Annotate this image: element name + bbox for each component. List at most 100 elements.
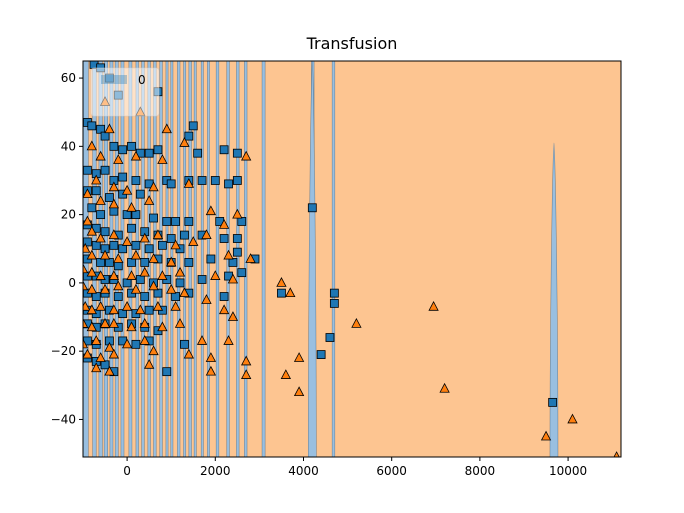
data-point-class-0	[118, 172, 128, 182]
data-point-class-0	[113, 292, 123, 301]
data-point-class-0	[316, 350, 326, 359]
data-point-class-0	[140, 292, 150, 301]
data-point-class-1	[121, 338, 133, 349]
x-tick-label: 4000	[288, 464, 319, 478]
data-point-class-0	[127, 258, 136, 267]
data-point-class-1	[86, 249, 97, 260]
data-point-class-0	[118, 244, 128, 254]
data-point-class-1	[83, 338, 89, 349]
data-point-class-1	[240, 150, 252, 161]
data-point-class-1	[223, 249, 234, 260]
decision-region-class-0-band	[244, 61, 248, 457]
data-point-class-0	[118, 145, 128, 155]
data-point-class-1	[130, 283, 142, 294]
data-point-class-0	[87, 121, 97, 131]
x-tick-label: 10000	[549, 464, 587, 478]
data-point-class-1	[86, 225, 97, 236]
data-point-class-1	[143, 195, 155, 205]
data-point-class-0	[127, 223, 136, 233]
data-point-class-0	[188, 121, 198, 131]
y-tick-label: 0	[68, 276, 76, 290]
data-point-class-1	[428, 300, 439, 311]
data-point-class-0	[113, 261, 123, 271]
data-point-class-1	[86, 283, 97, 294]
data-point-class-1	[205, 352, 217, 362]
data-point-class-0	[157, 240, 167, 250]
data-point-class-0	[329, 298, 339, 308]
data-point-class-1	[99, 249, 111, 260]
data-point-class-1	[613, 451, 620, 457]
data-point-class-0	[149, 213, 158, 223]
data-point-class-1	[113, 154, 124, 164]
data-point-class-1	[126, 201, 137, 212]
data-point-class-1	[108, 348, 120, 359]
data-point-class-0	[166, 179, 176, 189]
data-point-class-1	[104, 123, 115, 134]
data-point-class-0	[153, 145, 163, 155]
data-point-class-0	[175, 278, 185, 288]
data-point-class-1	[179, 137, 190, 147]
data-point-class-0	[180, 339, 189, 349]
data-point-class-0	[277, 288, 286, 298]
decision-region-class-0-spike	[549, 142, 559, 457]
data-point-class-1	[240, 355, 252, 366]
data-point-class-0	[548, 397, 558, 407]
data-point-class-1	[205, 205, 217, 216]
data-point-class-1	[99, 283, 111, 294]
data-point-class-0	[105, 193, 114, 202]
x-tick-label: 6000	[376, 464, 407, 478]
plot-frame	[82, 60, 622, 458]
data-point-class-0	[144, 148, 154, 158]
data-point-class-0	[232, 247, 242, 257]
data-point-class-1	[86, 266, 97, 277]
data-point-class-0	[100, 131, 110, 141]
data-point-class-1	[157, 321, 168, 332]
data-point-class-1	[83, 215, 93, 226]
data-point-class-0	[131, 210, 141, 220]
data-point-class-0	[131, 240, 141, 250]
data-point-class-1	[148, 280, 159, 291]
data-point-class-0	[219, 292, 229, 301]
data-point-class-0	[100, 360, 110, 370]
data-point-class-1	[86, 321, 97, 332]
data-point-class-1	[179, 287, 190, 298]
data-point-class-0	[96, 210, 106, 220]
data-point-class-0	[232, 234, 242, 243]
data-point-class-1	[139, 232, 150, 243]
data-point-class-1	[86, 140, 97, 151]
data-point-class-1	[166, 256, 177, 267]
y-tick-label: 60	[61, 71, 76, 85]
data-point-class-0	[232, 148, 242, 158]
data-point-class-0	[184, 217, 194, 226]
data-point-class-1	[91, 335, 102, 345]
data-point-class-1	[218, 219, 230, 229]
data-point-class-1	[157, 270, 168, 280]
x-tick-label: 2000	[200, 464, 231, 478]
data-point-class-1	[95, 195, 106, 205]
data-point-class-1	[143, 358, 155, 369]
x-tick-label: 0	[123, 464, 131, 478]
data-point-class-0	[144, 305, 154, 315]
data-point-class-0	[184, 131, 194, 141]
data-point-class-1	[108, 181, 120, 192]
y-axis: −40 −20 0 20 40 60	[51, 71, 83, 426]
data-point-class-0	[166, 234, 176, 243]
data-point-class-1	[174, 318, 186, 328]
data-point-class-1	[83, 280, 89, 291]
data-point-class-1	[121, 300, 133, 311]
data-point-class-1	[285, 287, 296, 298]
data-point-class-1	[223, 335, 234, 345]
data-point-class-1	[148, 181, 159, 192]
data-point-class-0	[237, 217, 247, 226]
data-point-class-1	[108, 304, 120, 315]
data-point-class-1	[113, 253, 124, 263]
legend-swatch	[101, 75, 127, 84]
data-point-class-0	[307, 203, 317, 213]
legend-box	[90, 67, 160, 117]
data-point-class-0	[105, 258, 114, 267]
data-point-class-1	[567, 413, 578, 424]
data-point-class-0	[96, 258, 106, 267]
data-point-class-1	[161, 123, 172, 134]
data-point-class-1	[227, 311, 239, 321]
